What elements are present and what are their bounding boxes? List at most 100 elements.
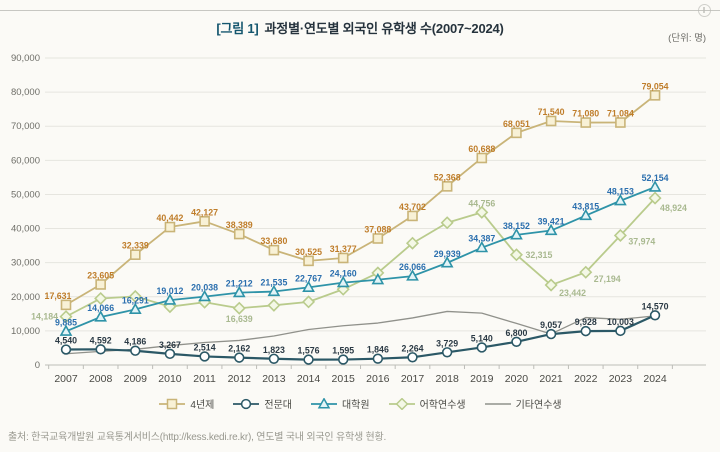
data-label: 33,680 xyxy=(260,236,287,246)
chart-svg: 0 10,000 20,000 30,000 40,000 50,000 60,000 70,… xyxy=(11,53,706,385)
x-tick-label: 2013 xyxy=(262,373,286,385)
data-label: 16,639 xyxy=(226,314,253,324)
data-label: 34,387 xyxy=(468,234,495,244)
data-point-marker xyxy=(130,345,141,356)
data-label: 2,162 xyxy=(228,344,250,354)
x-tick-label: 2021 xyxy=(539,373,563,385)
data-label: 43,702 xyxy=(399,202,426,212)
data-point-marker xyxy=(302,280,315,292)
unit-note: (단위: 명) xyxy=(668,33,706,44)
y-tick-label: 50,000 xyxy=(11,189,40,200)
data-point-marker xyxy=(336,275,350,288)
data-label: 48,153 xyxy=(607,187,634,197)
data-point-marker xyxy=(371,272,385,285)
data-label: 38,389 xyxy=(226,220,253,230)
data-point-marker xyxy=(233,228,245,240)
data-point-marker xyxy=(268,353,280,364)
data-point-marker xyxy=(511,336,522,348)
gridlines: 0 10,000 20,000 30,000 40,000 50,000 60,000 70,… xyxy=(11,53,706,371)
data-point-marker xyxy=(648,180,662,192)
legend-marker-square-icon xyxy=(159,398,186,409)
data-label: 44,756 xyxy=(468,198,495,208)
data-label: 68,051 xyxy=(503,119,530,129)
y-tick-label: 40,000 xyxy=(11,224,40,235)
series-line xyxy=(65,197,656,318)
legend-item-4: 기타연수생 xyxy=(484,396,562,411)
x-tick-label: 2017 xyxy=(401,373,425,385)
data-point-marker xyxy=(475,205,489,219)
data-label: 37,088 xyxy=(364,224,391,234)
data-point-marker xyxy=(545,115,557,127)
data-point-marker xyxy=(476,152,488,164)
figure-title-text: 과정별·연도별 외국인 유학생 수(2007~2024) xyxy=(264,21,504,36)
data-point-marker xyxy=(234,352,245,363)
legend-item-1: 전문대 xyxy=(232,396,292,411)
data-label: 3,267 xyxy=(159,340,181,350)
data-point-marker xyxy=(232,301,246,315)
y-tick-label: 70,000 xyxy=(11,121,40,132)
y-tick-label: 80,000 xyxy=(11,87,40,98)
figure-top-rule xyxy=(0,10,720,11)
data-point-marker xyxy=(337,252,349,264)
data-point-marker xyxy=(338,354,349,365)
series-line xyxy=(65,314,656,361)
legend-label: 기타연수생 xyxy=(515,400,562,411)
data-point-marker xyxy=(476,342,487,353)
data-label: 14,570 xyxy=(642,301,669,311)
data-label: 9,928 xyxy=(575,317,597,327)
x-tick-label: 2016 xyxy=(366,373,390,385)
data-point-marker xyxy=(164,348,176,360)
line-chart: 0 10,000 20,000 30,000 40,000 50,000 60,000 70,… xyxy=(0,45,720,390)
data-point-marker xyxy=(407,210,418,222)
data-label: 9,057 xyxy=(540,320,562,330)
data-point-marker xyxy=(60,344,72,355)
data-label: 16,291 xyxy=(122,295,149,305)
data-label: 52,154 xyxy=(642,173,669,183)
series-labels-1: 4,540 4,592 4,186 3,267 2,514 2,162 1,823 1,576… xyxy=(55,301,669,355)
data-label: 26,066 xyxy=(399,262,426,272)
data-point-marker xyxy=(164,221,176,233)
y-tick-label: 10,000 xyxy=(11,326,40,337)
data-label: 38,152 xyxy=(503,221,530,231)
data-label: 43,815 xyxy=(572,202,599,212)
x-tick-label: 2009 xyxy=(124,373,148,385)
data-point-marker xyxy=(475,240,489,253)
x-tick-label: 2015 xyxy=(332,373,356,385)
series-line xyxy=(65,94,656,306)
data-point-marker xyxy=(544,223,558,236)
data-point-marker xyxy=(60,299,72,311)
series-labels-3: 14,184 16,639 44,756 32,315 23,442 27,194 37,9… xyxy=(31,198,687,324)
data-point-marker xyxy=(580,325,591,337)
x-tick-label: 2024 xyxy=(643,373,667,385)
data-label: 29,939 xyxy=(434,249,461,259)
data-point-marker xyxy=(510,228,523,240)
data-point-marker xyxy=(649,310,661,321)
data-label: 31,377 xyxy=(330,244,357,254)
data-label: 21,212 xyxy=(226,279,253,289)
data-point-marker xyxy=(232,285,246,298)
legend-label: 대학원 xyxy=(341,400,370,411)
y-tick-label: 90,000 xyxy=(11,53,40,64)
data-point-marker xyxy=(509,248,523,262)
x-tick-label: 2014 xyxy=(297,373,321,385)
x-tick-label: 2008 xyxy=(89,373,113,385)
data-label: 20,038 xyxy=(191,283,218,293)
source-note: 출처: 한국교육개발원 교육통계서비스(http://kess.kedi.re.… xyxy=(8,432,387,443)
data-point-marker xyxy=(544,278,558,292)
data-label: 4,540 xyxy=(55,336,77,346)
data-point-marker xyxy=(94,291,108,306)
figure-title: [그림 1] 과정별·연도별 외국인 유학생 수(2007~2024) xyxy=(0,18,720,37)
data-label: 2,264 xyxy=(401,343,423,353)
data-label: 22,767 xyxy=(295,273,322,283)
data-point-marker xyxy=(440,256,454,268)
x-tick-label: 2012 xyxy=(228,373,252,385)
chart-series-4 xyxy=(65,310,656,355)
data-label: 27,194 xyxy=(594,274,621,284)
data-point-marker xyxy=(267,284,281,297)
data-label: 1,846 xyxy=(367,345,389,355)
legend-marker-none-icon xyxy=(484,402,511,405)
data-label: 19,012 xyxy=(156,286,183,296)
watermark-icon xyxy=(698,4,711,17)
data-label: 17,631 xyxy=(45,291,72,301)
data-point-marker xyxy=(648,191,662,205)
